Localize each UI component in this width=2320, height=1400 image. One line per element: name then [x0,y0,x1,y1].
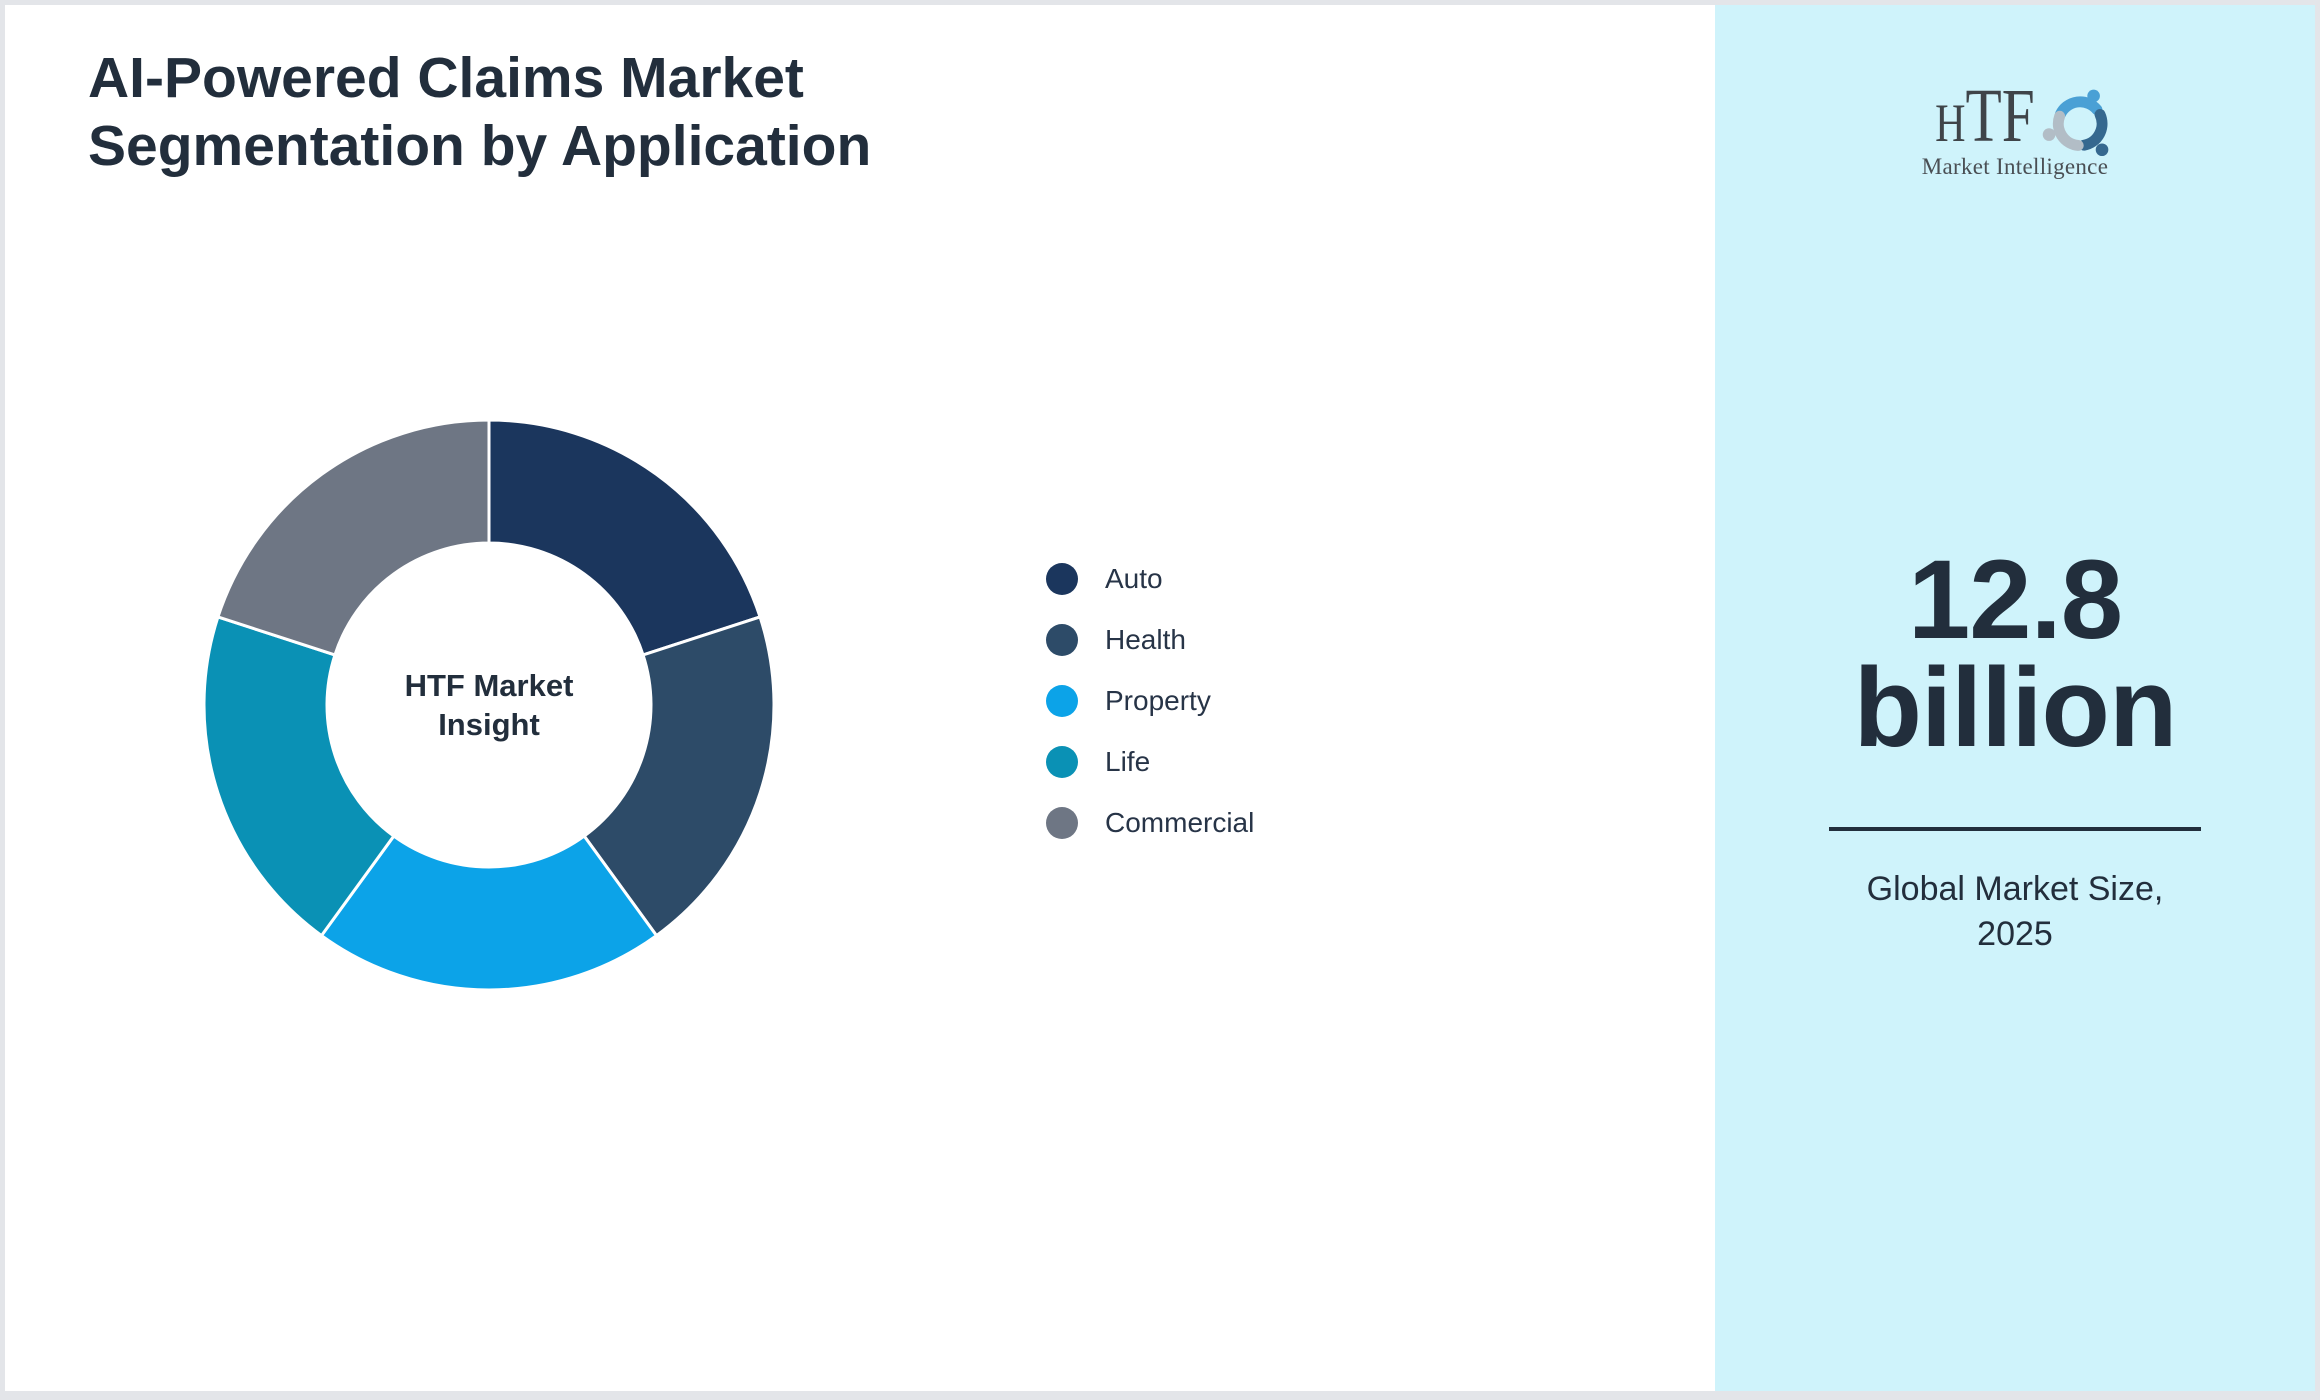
legend-swatch-commercial [1046,807,1078,839]
legend-swatch-health [1046,624,1078,656]
legend-item-life: Life [1046,746,1254,778]
market-size-unit: billion [1853,645,2178,770]
chart-legend: Auto Health Property Life Commercial [1046,563,1254,868]
legend-swatch-life [1046,746,1078,778]
legend-item-commercial: Commercial [1046,807,1254,839]
divider-line [1829,827,2201,831]
legend-swatch-auto [1046,563,1078,595]
caption-line1: Global Market Size, [1866,870,2164,908]
donut-segment-commercial [216,418,491,657]
legend-label-commercial: Commercial [1105,807,1255,838]
htf-logo: HTF Market Intelligence [1715,78,2315,180]
logo-swirl-icon [2042,89,2109,157]
logo-letter-h: H [1935,92,1966,153]
infographic-page: AI-Powered Claims Market Segmentation by… [5,5,2315,1391]
logo-letters-tf: TF [1965,73,2035,158]
donut-chart: HTF Market Insight [201,417,777,993]
legend-item-property: Property [1046,685,1254,717]
caption-line2: 2025 [1977,915,2053,953]
legend-item-health: Health [1046,624,1254,656]
market-size-number: 12.8 [1908,537,2123,662]
page-title: AI-Powered Claims Market Segmentation by… [88,46,872,178]
legend-swatch-property [1046,685,1078,717]
legend-label-health: Health [1105,624,1186,655]
donut-segment-property [319,833,659,992]
logo-acronym: HTF [1935,78,2035,154]
market-size-value: 12.8 billion [1715,537,2315,770]
logo-row: HTF [1907,78,2123,157]
logo-subtitle: Market Intelligence [1921,154,2109,179]
donut-svg [202,418,776,992]
market-size-panel: HTF Market Intelligence 12.8 billion Glo… [1715,5,2315,1391]
market-size-caption: Global Market Size, 2025 [1715,867,2315,957]
legend-label-property: Property [1105,685,1211,716]
donut-segment-life [202,615,396,938]
donut-segment-auto [487,418,762,657]
legend-label-life: Life [1105,746,1151,777]
donut-segment-health [582,615,776,938]
legend-item-auto: Auto [1046,563,1254,595]
legend-label-auto: Auto [1105,563,1163,594]
